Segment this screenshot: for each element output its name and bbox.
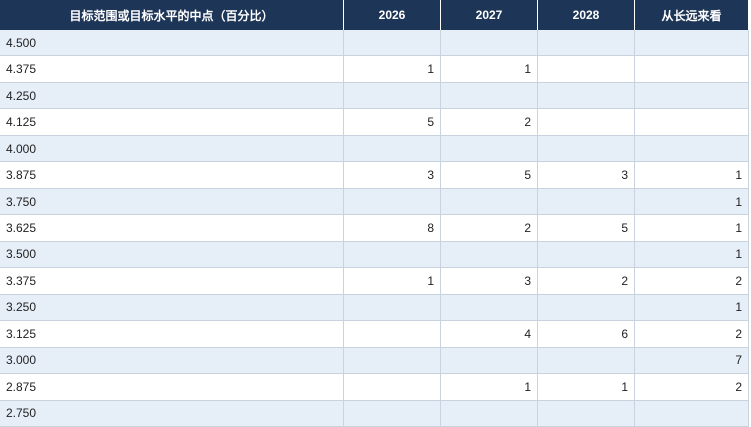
rate-cell: 3.875 (0, 162, 344, 189)
count-cell: 3 (538, 162, 635, 189)
count-cell: 1 (344, 56, 441, 83)
count-cell (344, 82, 441, 110)
rate-cell: 4.250 (0, 82, 344, 110)
count-cell (441, 30, 538, 57)
rate-cell: 4.000 (0, 135, 344, 163)
count-cell (538, 56, 635, 83)
rate-cell: 3.125 (0, 321, 344, 348)
count-cell (344, 188, 441, 216)
count-cell: 2 (441, 109, 538, 136)
rate-cell: 2.750 (0, 400, 344, 427)
rate-cell: 3.500 (0, 241, 344, 269)
count-cell (441, 241, 538, 269)
count-cell (344, 347, 441, 375)
count-cell: 1 (344, 268, 441, 295)
count-cell (344, 135, 441, 163)
rate-cell: 2.875 (0, 374, 344, 401)
count-cell (441, 400, 538, 427)
count-cell (344, 400, 441, 427)
count-cell: 3 (344, 162, 441, 189)
count-cell (344, 374, 441, 401)
count-cell (538, 109, 635, 136)
count-cell: 1 (441, 56, 538, 83)
count-cell (538, 294, 635, 322)
count-cell: 1 (635, 215, 749, 242)
count-cell (538, 188, 635, 216)
count-cell (344, 321, 441, 348)
count-cell (441, 188, 538, 216)
count-cell: 5 (538, 215, 635, 242)
count-cell (635, 56, 749, 83)
count-cell: 1 (635, 294, 749, 322)
count-cell: 3 (441, 268, 538, 295)
header-cell: 2026 (344, 0, 441, 30)
count-cell (538, 241, 635, 269)
count-cell (441, 135, 538, 163)
count-cell (344, 294, 441, 322)
count-cell (635, 109, 749, 136)
header-cell: 从长远来看 (635, 0, 749, 30)
count-cell: 2 (635, 321, 749, 348)
rate-cell: 3.375 (0, 268, 344, 295)
rate-cell: 3.250 (0, 294, 344, 322)
count-cell (441, 294, 538, 322)
count-cell: 2 (635, 268, 749, 295)
count-cell: 1 (441, 374, 538, 401)
count-cell: 1 (635, 162, 749, 189)
count-cell (538, 82, 635, 110)
count-cell: 2 (635, 374, 749, 401)
count-cell (635, 135, 749, 163)
rate-cell: 4.375 (0, 56, 344, 83)
rate-cell: 3.750 (0, 188, 344, 216)
count-cell (538, 400, 635, 427)
header-cell: 2028 (538, 0, 635, 30)
count-cell: 1 (635, 241, 749, 269)
count-cell (635, 400, 749, 427)
count-cell (538, 30, 635, 57)
count-cell: 1 (538, 374, 635, 401)
count-cell: 2 (441, 215, 538, 242)
header-cell: 目标范围或目标水平的中点（百分比） (0, 0, 344, 30)
count-cell (635, 82, 749, 110)
count-cell: 6 (538, 321, 635, 348)
count-cell: 4 (441, 321, 538, 348)
rate-cell: 4.500 (0, 30, 344, 57)
count-cell (441, 347, 538, 375)
count-cell: 2 (538, 268, 635, 295)
count-cell: 5 (441, 162, 538, 189)
rate-cell: 3.000 (0, 347, 344, 375)
rate-cell: 3.625 (0, 215, 344, 242)
count-cell (441, 82, 538, 110)
count-cell: 5 (344, 109, 441, 136)
count-cell (538, 135, 635, 163)
count-cell (635, 30, 749, 57)
count-cell (538, 347, 635, 375)
count-cell: 8 (344, 215, 441, 242)
rate-cell: 4.125 (0, 109, 344, 136)
count-cell (344, 241, 441, 269)
count-cell (344, 30, 441, 57)
count-cell: 7 (635, 347, 749, 375)
header-cell: 2027 (441, 0, 538, 30)
count-cell: 1 (635, 188, 749, 216)
